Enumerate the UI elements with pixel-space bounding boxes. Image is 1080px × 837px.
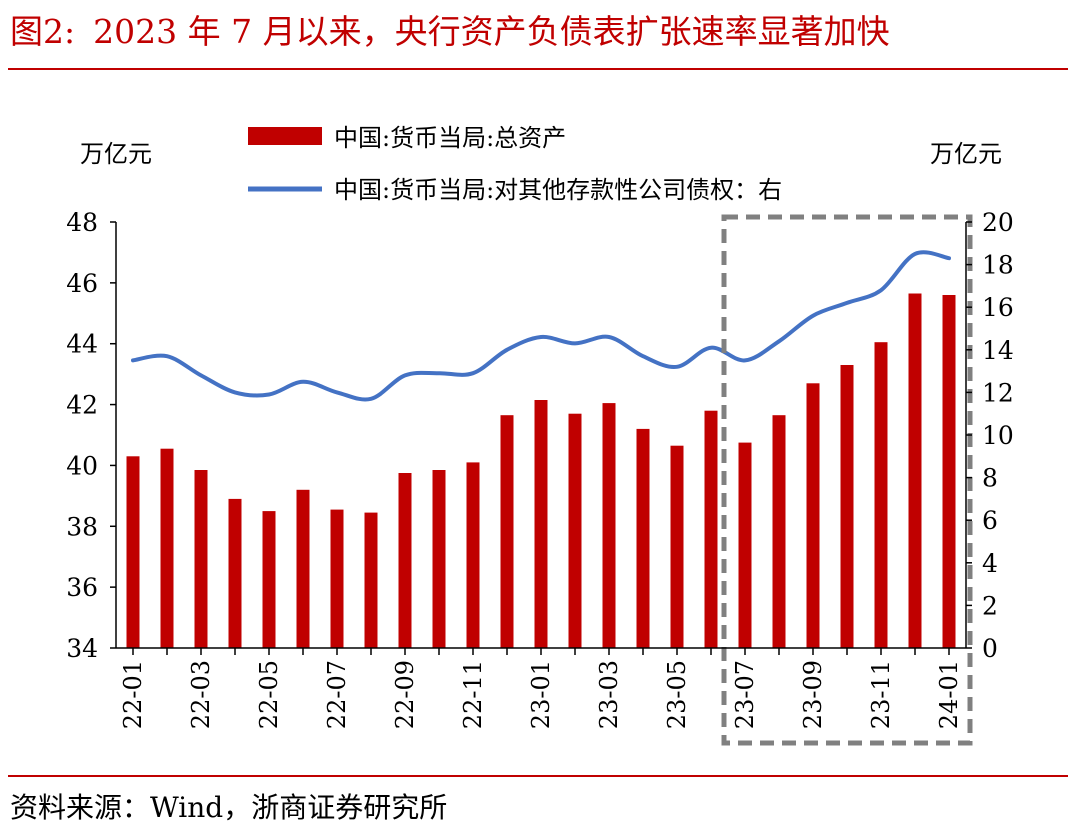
title-divider: [8, 68, 1068, 70]
left-tick-label: 36: [66, 573, 98, 602]
x-tick-label: 23-01: [527, 660, 555, 729]
left-axis-unit: 万亿元: [80, 140, 152, 168]
bar-23-06: [704, 410, 718, 648]
bar-23-03: [602, 403, 616, 648]
left-tick-label: 42: [66, 391, 98, 420]
left-axis-ticks: 34 36 38 40 42 44 46 48: [66, 208, 116, 663]
bar-23-11: [874, 342, 888, 648]
x-tick-label: 22-07: [323, 660, 351, 729]
left-tick-label: 34: [66, 634, 98, 663]
bar-22-06: [296, 489, 310, 648]
left-tick-label: 48: [66, 208, 98, 237]
bar-22-09: [398, 473, 412, 648]
bar-series: [126, 293, 956, 648]
x-tick-label: 22-05: [255, 660, 283, 729]
bar-24-01: [942, 295, 956, 648]
figure-title-text: 2023 年 7 月以来，央行资产负债表扩张速率显著加快: [93, 12, 890, 51]
x-tick-label: 22-03: [187, 660, 215, 729]
figure-number: 图2:: [10, 12, 76, 51]
x-tick-label: 23-09: [799, 660, 827, 729]
x-tick-label: 23-07: [731, 660, 759, 729]
right-tick-label: 8: [982, 464, 998, 493]
legend-bar-swatch: [248, 127, 322, 145]
x-tick-label: 22-01: [119, 660, 147, 729]
left-tick-label: 38: [66, 512, 98, 541]
legend-bar-label: 中国:货币当局:总资产: [334, 124, 566, 152]
left-tick-label: 40: [66, 451, 98, 480]
right-tick-label: 18: [982, 251, 1014, 280]
x-tick-label: 23-03: [595, 660, 623, 729]
bar-22-01: [126, 456, 140, 648]
figure-title: 图2: 2023 年 7 月以来，央行资产负债表扩张速率显著加快: [10, 12, 890, 52]
legend-line-label: 中国:货币当局:对其他存款性公司债权：右: [334, 176, 782, 204]
bar-22-02: [160, 448, 174, 648]
left-tick-label: 44: [66, 330, 98, 359]
source-note: 资料来源：Wind，浙商证券研究所: [10, 791, 448, 824]
right-tick-label: 20: [982, 208, 1014, 237]
line-series: [131, 250, 951, 402]
bar-23-04: [636, 428, 650, 648]
legend: 中国:货币当局:总资产 中国:货币当局:对其他存款性公司债权：右: [248, 124, 782, 204]
bar-22-10: [432, 470, 446, 648]
x-tick-label: 23-05: [663, 660, 691, 729]
bar-22-08: [364, 512, 378, 648]
x-axis-ticks: 22-01 22-03 22-05 22-07 22-09 22-11 23-01 23-03…: [119, 648, 963, 729]
bar-23-08: [772, 415, 786, 648]
right-tick-label: 16: [982, 293, 1014, 322]
left-tick-label: 46: [66, 269, 98, 298]
right-axis-ticks: 0 2 4 6 8 10 12 14 16 18 20: [966, 208, 1014, 663]
bar-23-09: [806, 383, 820, 648]
x-tick-label: 22-11: [459, 660, 487, 729]
bar-23-01: [534, 400, 548, 648]
bar-22-05: [262, 511, 276, 648]
right-tick-label: 12: [982, 378, 1014, 407]
source-divider: [8, 775, 1068, 777]
right-tick-label: 6: [982, 506, 998, 535]
bar-22-07: [330, 509, 344, 648]
right-tick-label: 10: [982, 421, 1014, 450]
bar-23-02: [568, 413, 582, 648]
bar-23-05: [670, 445, 684, 648]
bar-22-12: [500, 415, 514, 648]
bar-22-04: [228, 498, 242, 648]
right-tick-label: 2: [982, 591, 998, 620]
right-axis-unit: 万亿元: [930, 140, 1002, 168]
x-tick-label: 22-09: [391, 660, 419, 729]
right-tick-label: 4: [982, 549, 998, 578]
bar-23-10: [840, 365, 854, 648]
x-tick-label: 23-11: [867, 660, 895, 729]
right-tick-label: 14: [982, 336, 1014, 365]
bar-22-11: [466, 462, 480, 648]
right-tick-label: 0: [982, 634, 998, 663]
bar-23-07: [738, 442, 752, 648]
bar-23-12: [908, 293, 922, 648]
highlight-box: [721, 214, 973, 746]
bar-22-03: [194, 470, 208, 648]
x-tick-label: 24-01: [935, 660, 963, 729]
